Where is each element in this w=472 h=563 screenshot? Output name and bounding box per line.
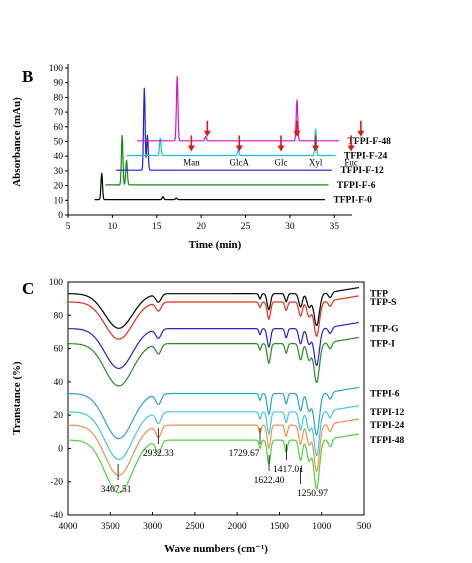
chromatogram-chart: B Absorbance (mAu) Time (min) 0 10 20 30 40 5… bbox=[11, 64, 391, 251]
x-tick-label-c: 3000 bbox=[143, 522, 162, 532]
peak-label: 1250.97 bbox=[297, 489, 328, 499]
arrow-head bbox=[277, 145, 285, 152]
y-tick-label-c: 80 bbox=[54, 311, 64, 321]
monosaccharide-label: Xyl bbox=[309, 157, 323, 167]
series-label-tfpi-12: TFPI-12 bbox=[370, 408, 405, 418]
x-axis-label-c: Wave numbers (cm⁻¹) bbox=[164, 543, 268, 555]
arrow-head bbox=[235, 145, 243, 152]
series-label-tfpi-f-6: TFPI-F-6 bbox=[337, 181, 376, 191]
y-tick-label-b: 60 bbox=[54, 123, 64, 133]
series-label-tfpi-f-48: TFPI-F-48 bbox=[348, 137, 392, 147]
y-tick-label-b: 40 bbox=[54, 152, 64, 162]
arrow-head bbox=[293, 130, 301, 137]
series-label-tfp: TFP bbox=[370, 290, 388, 300]
y-tick-label-b: 80 bbox=[54, 93, 64, 103]
series-label-tfpi-48: TFPI-48 bbox=[370, 436, 405, 446]
spectrum-line-tfp-g bbox=[67, 321, 359, 369]
y-axis-label-b: Absorbance (mAu) bbox=[11, 97, 23, 187]
x-tick-label-c: 1000 bbox=[312, 522, 331, 532]
x-tick-label-c: 3500 bbox=[101, 522, 120, 532]
x-tick-label-b: 5 bbox=[66, 222, 71, 232]
series-line-tfpi-f-12 bbox=[115, 87, 332, 171]
spectrum-line-tfpi-12 bbox=[68, 405, 359, 460]
series-line-tfpi-f-48 bbox=[137, 76, 340, 142]
arrow-head bbox=[312, 145, 320, 152]
y-tick-label-c: 20 bbox=[54, 411, 64, 421]
series-label-tfp-s: TFP-S bbox=[370, 298, 396, 308]
monosaccharide-label: GlcA bbox=[230, 157, 250, 167]
series-group-b: TFPI-F-0 TFPI-F-6 TFPI-F-12 TFPI-F-24 TFPI-F… bbox=[94, 76, 392, 206]
series-line-tfpi-f-0 bbox=[94, 173, 325, 201]
monosaccharide-label: Man bbox=[183, 157, 200, 167]
series-label-tfpi-f-24: TFPI-F-24 bbox=[344, 151, 388, 161]
arrow-group-b: Man GlcA Glc Xyl Fuc bbox=[183, 120, 365, 167]
series-line-tfpi-f-24 bbox=[126, 128, 336, 157]
plot-frame-c bbox=[67, 281, 365, 516]
x-tick-label-c: 2500 bbox=[185, 522, 204, 532]
panel-label-b: B bbox=[22, 67, 33, 86]
monosaccharide-label: Fuc bbox=[344, 157, 358, 167]
x-axis-label-b: Time (min) bbox=[189, 239, 242, 251]
monosaccharide-label: Glc bbox=[275, 157, 288, 167]
peak-label: 1417.01 bbox=[273, 465, 304, 475]
y-tick-label-c: 0 bbox=[58, 444, 63, 454]
axes-b: 0 10 20 30 40 50 60 70 80 90 100 5 10 15 20 25 30 35 bbox=[49, 64, 352, 232]
spectrum-line-tfp bbox=[68, 286, 360, 329]
y-tick-label-b: 20 bbox=[54, 182, 64, 192]
y-tick-label-b: 30 bbox=[54, 167, 64, 177]
x-tick-label-b: 35 bbox=[330, 222, 340, 232]
series-label-tfpi-24: TFPI-24 bbox=[370, 421, 405, 431]
y-axis-label-c: Transtance (%) bbox=[11, 361, 23, 435]
x-tick-label-c: 1500 bbox=[270, 522, 289, 532]
x-tick-label-b: 20 bbox=[196, 222, 206, 232]
y-tick-label-b: 100 bbox=[49, 64, 64, 74]
panel-label-c: C bbox=[22, 279, 34, 298]
spectrum-line-tfpi-24 bbox=[68, 418, 359, 476]
y-tick-label-c: 40 bbox=[54, 378, 64, 388]
x-tick-label-b: 25 bbox=[241, 222, 251, 232]
x-tick-label-c: 4000 bbox=[59, 522, 78, 532]
spectrum-line-tfpi-6 bbox=[68, 386, 359, 440]
x-tick-label-c: 2000 bbox=[228, 522, 247, 532]
y-tick-label-c: 100 bbox=[49, 278, 64, 288]
ftir-chart: C Transtance (%) Wave numbers (cm⁻¹) -40… bbox=[11, 278, 405, 555]
series-label-tfp-g: TFP-G bbox=[370, 325, 399, 335]
arrow-head bbox=[357, 130, 365, 137]
series-label-tfpi-6: TFPI-6 bbox=[370, 390, 400, 400]
series-label-tfp-i: TFP-I bbox=[370, 340, 395, 350]
arrow-head bbox=[347, 145, 355, 152]
x-tick-label-b: 10 bbox=[108, 222, 118, 232]
y-tick-label-b: 0 bbox=[58, 211, 63, 221]
spectrum-line-tfp-i bbox=[68, 336, 359, 387]
peak-label: 1622.40 bbox=[254, 476, 285, 486]
y-tick-label-c: -20 bbox=[50, 478, 63, 488]
y-tick-label-c: 60 bbox=[54, 345, 64, 355]
y-tick-label-c: -40 bbox=[50, 511, 63, 521]
series-line-tfpi-f-6 bbox=[105, 134, 329, 186]
x-tick-label-b: 30 bbox=[285, 222, 295, 232]
peak-label: 3407.51 bbox=[101, 485, 132, 495]
axes-c: -40 -20 0 20 40 60 80 100 4000 3500 3000 2500 2000 15… bbox=[49, 278, 372, 532]
x-tick-label-b: 15 bbox=[152, 222, 162, 232]
x-tick-label-c: 500 bbox=[357, 522, 372, 532]
arrow-head bbox=[187, 145, 195, 152]
peak-label: 2932.33 bbox=[143, 449, 174, 459]
arrow-head bbox=[203, 130, 211, 137]
peak-label: 1729.67 bbox=[229, 449, 260, 459]
spectrum-line-tfpi-48 bbox=[68, 433, 359, 494]
y-tick-label-b: 10 bbox=[54, 196, 64, 206]
spectrum-line-tfp-s bbox=[68, 295, 359, 340]
y-tick-label-b: 90 bbox=[54, 79, 64, 89]
series-label-tfpi-f-12: TFPI-F-12 bbox=[340, 166, 384, 176]
y-tick-label-b: 50 bbox=[54, 138, 64, 148]
series-label-tfpi-f-0: TFPI-F-0 bbox=[333, 196, 372, 206]
y-tick-label-b: 70 bbox=[54, 108, 64, 118]
